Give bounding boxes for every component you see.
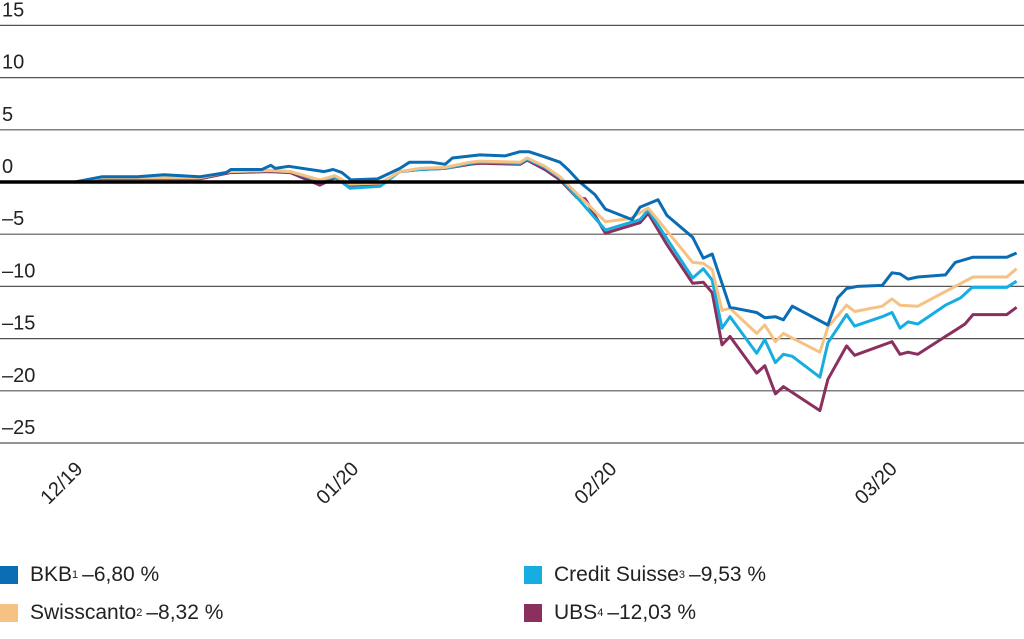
line-chart: 15 10 5 0 –5 –10 –15 –20 –25 12/19 01/20 02/20 03/2… bbox=[0, 0, 1024, 509]
y-tick-label: –15 bbox=[2, 313, 35, 335]
y-tick-label: –10 bbox=[2, 260, 35, 282]
x-axis-labels: 12/19 01/20 02/20 03/20 bbox=[36, 458, 901, 509]
legend-swatch bbox=[524, 566, 542, 584]
series-line-bkb bbox=[74, 150, 1018, 327]
legend-label: Swisscanto bbox=[30, 601, 137, 624]
x-tick-label: 03/20 bbox=[851, 458, 902, 509]
series-line-credit-suisse bbox=[74, 157, 1018, 379]
legend-value: –8,32 % bbox=[146, 601, 224, 624]
y-tick-label: –20 bbox=[2, 365, 35, 387]
legend-item-bkb: BKB 1 –6,80 % bbox=[0, 563, 159, 587]
y-tick-label: 0 bbox=[2, 156, 13, 178]
x-tick-label: 12/19 bbox=[36, 458, 87, 509]
y-tick-label: –25 bbox=[2, 417, 35, 439]
legend-label: BKB bbox=[30, 563, 73, 586]
legend-value: –6,80 % bbox=[82, 563, 160, 586]
gridlines bbox=[0, 24, 1024, 444]
legend-value: –9,53 % bbox=[689, 563, 767, 586]
y-tick-label: 15 bbox=[2, 0, 24, 21]
legend-swatch bbox=[0, 566, 18, 584]
y-tick-label: 10 bbox=[2, 52, 24, 74]
y-tick-label: –5 bbox=[2, 208, 24, 230]
legend-footnote: 2 bbox=[136, 607, 143, 619]
y-tick-label: 5 bbox=[2, 104, 13, 126]
legend-footnote: 4 bbox=[597, 607, 604, 619]
legend-item-swisscanto: Swisscanto 2 –8,32 % bbox=[0, 601, 223, 625]
x-tick-label: 02/20 bbox=[570, 458, 621, 509]
series-line-swisscanto bbox=[74, 156, 1018, 354]
series-lines bbox=[0, 150, 1024, 413]
legend-label: Credit Suisse bbox=[554, 563, 679, 586]
y-axis-labels: 15 10 5 0 –5 –10 –15 –20 –25 bbox=[2, 0, 35, 439]
legend-footnote: 3 bbox=[678, 569, 686, 581]
legend-item-credit-suisse: Credit Suisse 3 –9,53 % bbox=[524, 563, 766, 587]
legend-swatch bbox=[524, 604, 542, 622]
legend-label: UBS bbox=[554, 601, 598, 624]
legend-item-ubs: UBS 4 –12,03 % bbox=[524, 601, 696, 625]
legend-value: –12,03 % bbox=[607, 601, 697, 624]
legend-swatch bbox=[0, 604, 18, 622]
x-tick-label: 01/20 bbox=[312, 458, 363, 509]
legend-footnote: 1 bbox=[72, 569, 79, 581]
